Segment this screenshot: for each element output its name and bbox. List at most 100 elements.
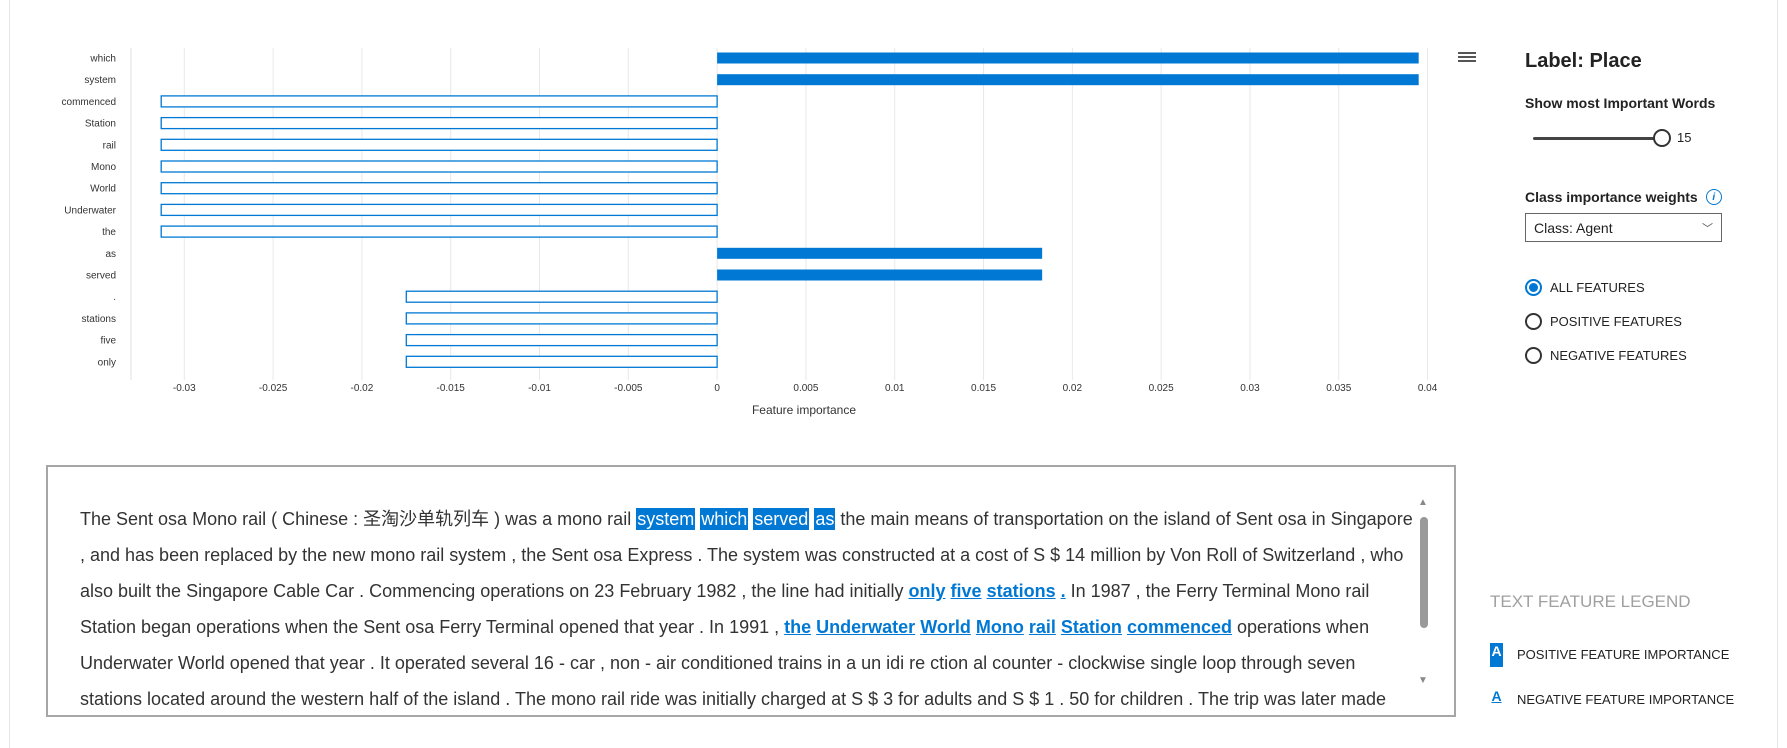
class-select[interactable]: Class: Agent ﹀ [1525,213,1722,242]
legend-title: TEXT FEATURE LEGEND [1490,592,1691,611]
x-tick-label: 0.04 [1418,383,1438,394]
bar-negative[interactable] [405,355,718,368]
bar-negative[interactable] [160,138,718,151]
slider-value: 15 [1677,130,1692,145]
x-tick-label: -0.025 [259,383,288,394]
negative-word: . [1060,581,1066,601]
x-tick-label: -0.015 [437,383,466,394]
top-words-label: Show most Important Words [1525,95,1716,111]
frame-right-border [1777,0,1778,748]
negative-word: World [920,617,971,637]
text-segment: operations when Underwater World opened … [80,617,1387,709]
x-tick-label: -0.02 [350,383,373,394]
text-feature-legend: TEXT FEATURE LEGEND A POSITIVE FEATURE I… [1490,592,1770,722]
bar-negative[interactable] [160,203,718,217]
bar-negative[interactable] [405,312,718,325]
x-tick-label: 0.035 [1326,383,1351,394]
feature-filter-radios: ALL FEATURES POSITIVE FEATURES NEGATIVE … [1525,270,1755,372]
positive-word: system [636,508,696,530]
top-words-slider[interactable]: 15 [1525,123,1755,153]
legend-positive-label: POSITIVE FEATURE IMPORTANCE [1517,647,1730,662]
y-tick-label: which [89,54,116,65]
radio-all-features-label: ALL FEATURES [1550,279,1645,295]
text-segment: In 1987 , the Ferry Terminal Mono rail S… [80,581,1370,637]
x-tick-label: 0.01 [885,383,905,394]
chart-x-tick-labels: -0.03 -0.025 -0.02 -0.015 -0.01 -0.005 0 0.005 0… [173,383,1438,394]
scroll-thumb[interactable] [1420,517,1428,628]
legend-positive: A POSITIVE FEATURE IMPORTANCE [1490,632,1770,677]
text-segment: The Sent osa Mono rail ( Chinese : 圣淘沙单轨… [80,509,637,529]
slider-track[interactable] [1533,137,1658,140]
radio-positive-features-label: POSITIVE FEATURES [1550,313,1682,329]
highlighted-text-box[interactable]: The Sent osa Mono rail ( Chinese : 圣淘沙单轨… [46,465,1456,717]
legend-positive-swatch: A [1490,642,1503,667]
class-weights-row: Class importance weights i [1525,189,1755,205]
highlighted-text: The Sent osa Mono rail ( Chinese : 圣淘沙单轨… [80,501,1416,715]
frame-left-border [9,0,10,748]
y-tick-label: Underwater [64,205,116,216]
x-tick-label: 0.03 [1240,383,1260,394]
radio-negative-features[interactable]: NEGATIVE FEATURES [1525,338,1755,372]
x-tick-label: -0.01 [528,383,551,394]
negative-word: the [784,617,812,637]
legend-negative-label: NEGATIVE FEATURE IMPORTANCE [1517,692,1735,707]
scroll-up-icon[interactable]: ▲ [1418,497,1428,508]
y-tick-label: only [98,357,116,368]
y-tick-label: Station [85,119,116,130]
x-tick-label: 0.025 [1149,383,1174,394]
y-tick-label: stations [82,314,116,325]
y-tick-label: commenced [62,97,116,108]
scroll-down-icon[interactable]: ▼ [1418,675,1428,686]
bar-negative[interactable] [160,160,718,173]
y-tick-label: rail [103,140,116,151]
slider-thumb[interactable] [1653,129,1671,147]
x-axis-title: Feature importance [752,403,856,417]
negative-word: only [908,581,946,601]
legend-negative: A NEGATIVE FEATURE IMPORTANCE [1490,677,1770,722]
positive-word: which [700,508,749,530]
bar-negative[interactable] [405,290,718,303]
bar-positive[interactable] [717,247,1043,259]
y-tick-label: Mono [91,162,116,173]
x-tick-label: -0.03 [173,383,196,394]
bar-positive[interactable] [717,74,1419,86]
text-segment: the main means of transportation on the … [80,509,1413,601]
x-tick-label: 0.015 [971,383,996,394]
bar-negative[interactable] [405,333,718,347]
radio-positive-features[interactable]: POSITIVE FEATURES [1525,304,1755,338]
class-weights-label: Class importance weights [1525,189,1698,205]
bar-negative[interactable] [160,95,718,108]
chart-y-tick-labels: which system commenced Station rail Mono World… [62,54,117,369]
radio-negative-features-label: NEGATIVE FEATURES [1550,347,1687,363]
legend-negative-swatch: A [1491,687,1502,704]
negative-word: Underwater [816,617,916,637]
negative-word: stations [986,581,1056,601]
bar-positive[interactable] [717,269,1043,281]
text-scrollbar[interactable]: ▲ ▼ [1416,497,1430,697]
y-tick-label: served [86,271,116,282]
info-icon[interactable]: i [1705,189,1722,205]
negative-word: Station [1060,617,1122,637]
x-tick-label: 0.02 [1063,383,1083,394]
negative-word: five [950,581,982,601]
y-tick-label: five [100,336,116,347]
y-tick-label: . [113,292,116,303]
radio-negative-features-circle[interactable] [1525,346,1542,364]
negative-word: Mono [975,617,1024,637]
feature-importance-chart: which system commenced Station rail Mono World… [62,48,1438,417]
bar-negative[interactable] [160,182,718,195]
y-tick-label: World [90,184,116,195]
x-tick-label: 0 [714,383,720,394]
bar-positive[interactable] [717,52,1419,64]
class-select-value: Class: Agent [1534,219,1613,236]
hamburger-icon[interactable] [1458,50,1476,66]
radio-all-features-circle[interactable] [1525,278,1542,296]
bar-negative[interactable] [160,116,718,130]
negative-word: commenced [1126,617,1232,637]
y-tick-label: system [84,75,116,86]
bar-negative[interactable] [160,225,718,238]
radio-all-features[interactable]: ALL FEATURES [1525,270,1755,304]
y-tick-label: as [105,249,116,260]
radio-positive-features-circle[interactable] [1525,312,1542,330]
control-panel: Label: Place Show most Important Words 1… [1525,50,1755,372]
